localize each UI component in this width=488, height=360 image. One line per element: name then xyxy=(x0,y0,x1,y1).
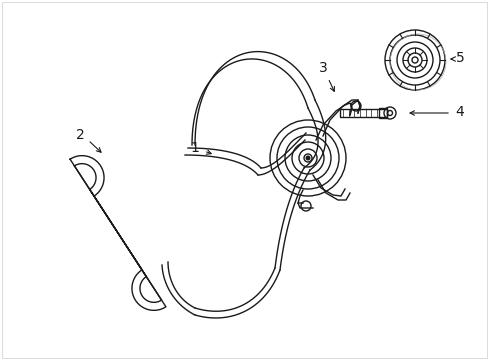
Bar xyxy=(339,109,386,117)
Circle shape xyxy=(305,156,310,161)
Text: 1: 1 xyxy=(190,141,199,155)
Text: 2: 2 xyxy=(76,128,84,142)
Bar xyxy=(378,108,386,118)
Text: 5: 5 xyxy=(455,51,464,65)
Text: 3: 3 xyxy=(318,61,326,75)
Text: 4: 4 xyxy=(455,105,464,119)
